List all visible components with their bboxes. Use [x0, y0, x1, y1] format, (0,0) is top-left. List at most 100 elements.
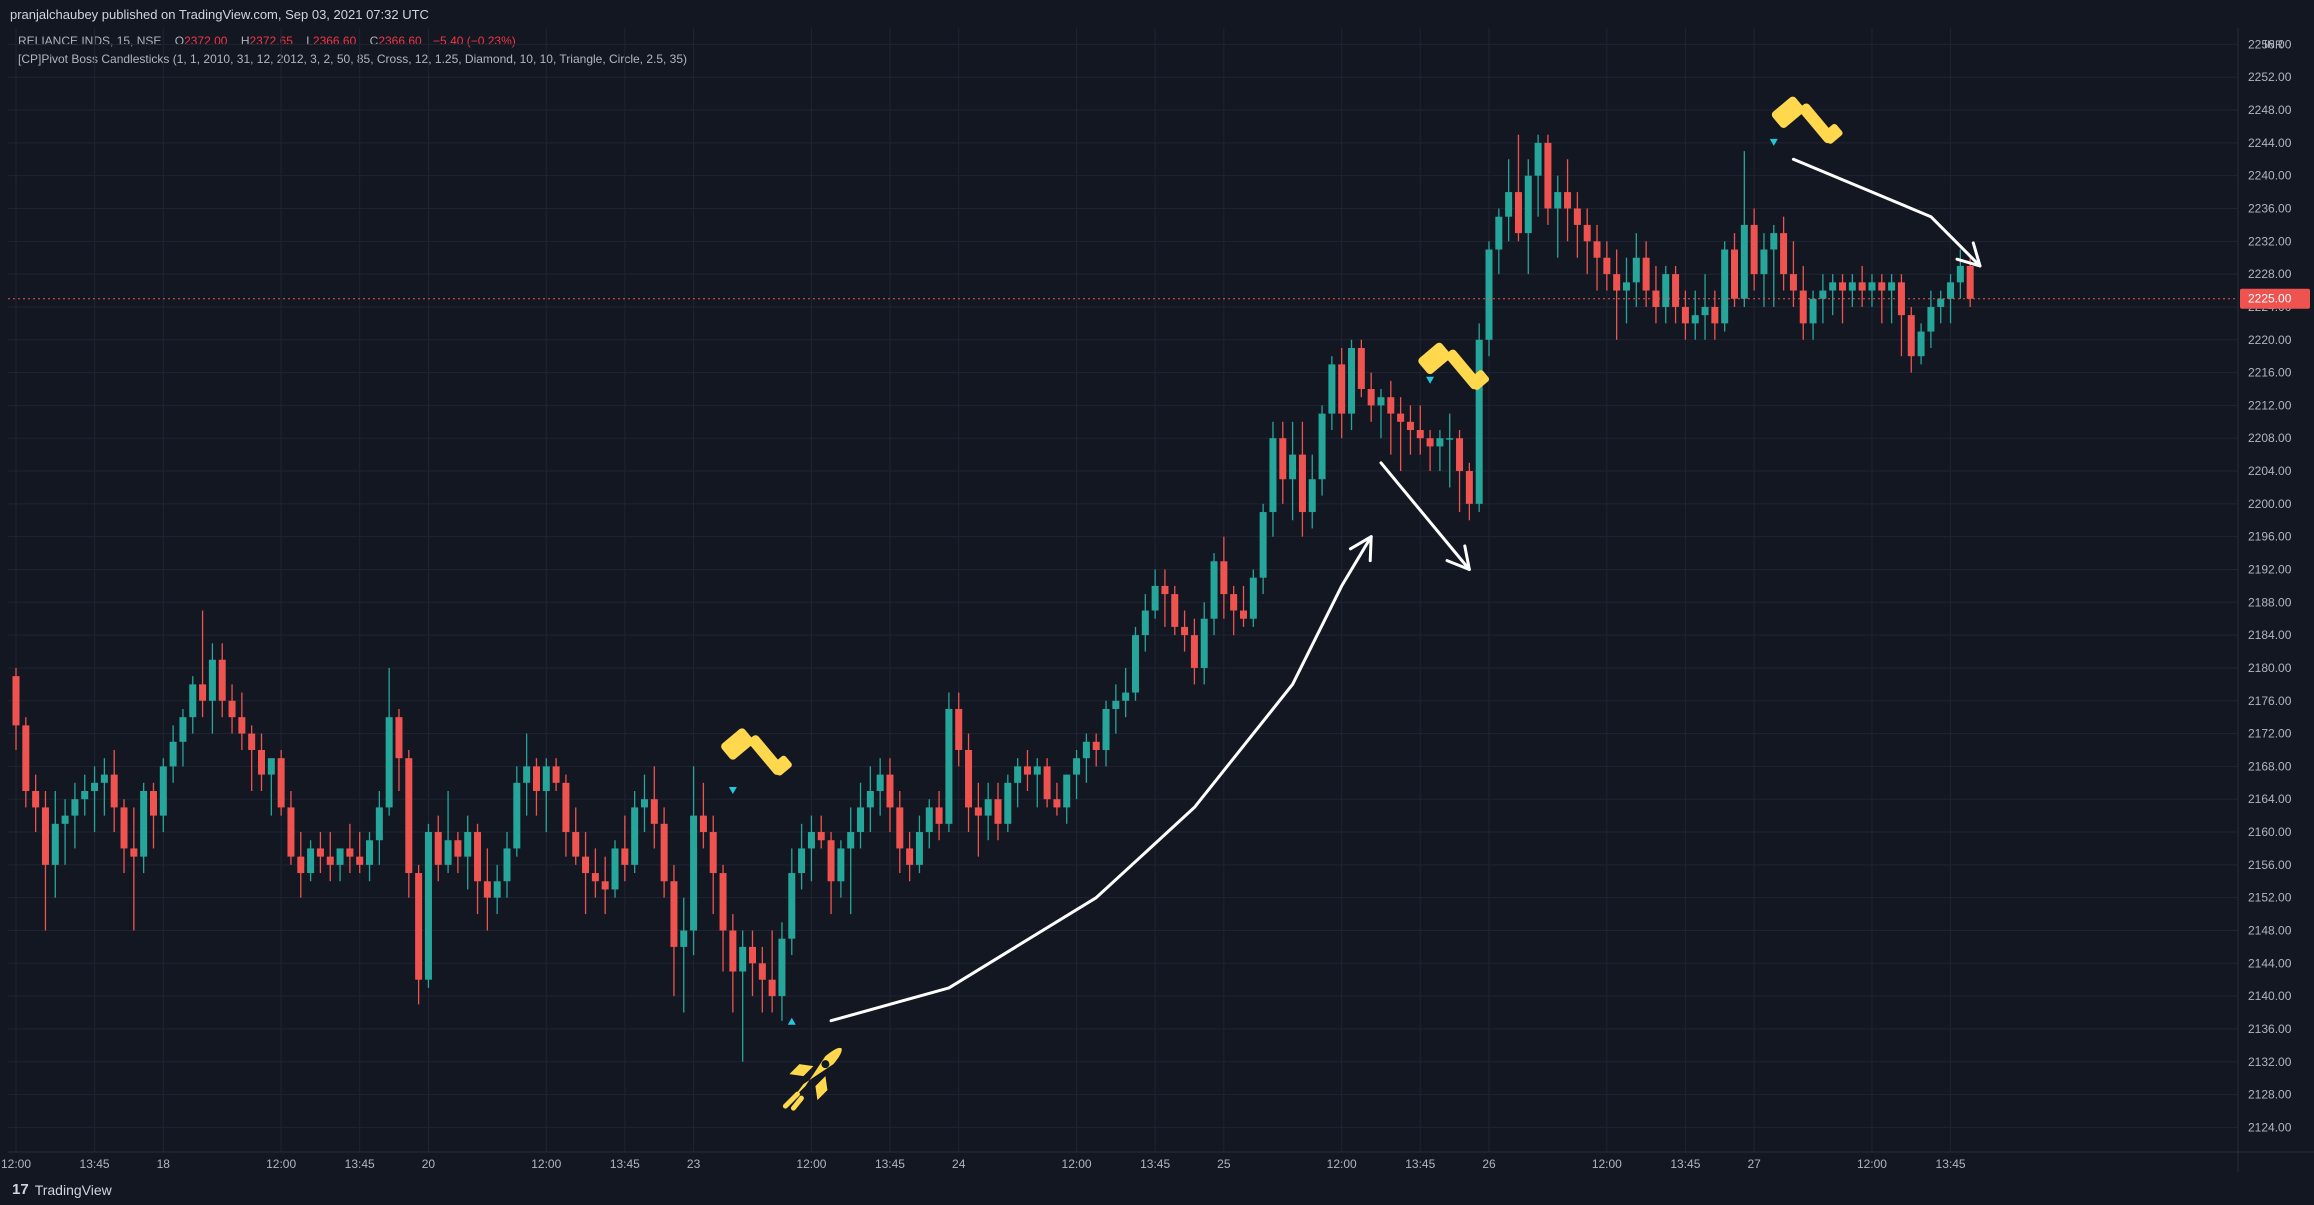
candle: [965, 733, 973, 833]
candle: [1269, 421, 1277, 537]
candle-body: [454, 840, 462, 857]
candle: [955, 692, 963, 767]
candle-body: [1190, 635, 1198, 668]
indicator-legend[interactable]: [CP]Pivot Boss Candlesticks (1, 1, 2010,…: [18, 52, 688, 66]
candle: [1564, 159, 1572, 242]
candle-body: [866, 791, 874, 808]
currency-label: INR: [2264, 39, 2283, 51]
hammer-grip: [1822, 123, 1843, 144]
candle-body: [1868, 282, 1876, 291]
candle-body: [690, 815, 698, 931]
candle-body: [1819, 290, 1827, 299]
candle-body: [1622, 282, 1630, 291]
candle-body: [238, 717, 246, 734]
candle-body: [965, 749, 973, 808]
candle: [32, 774, 40, 833]
price-tick-label: 2232.00: [2248, 234, 2292, 248]
candle-body: [1956, 265, 1964, 283]
candle-body: [915, 832, 923, 865]
candle-body: [670, 881, 678, 947]
candle: [464, 815, 472, 890]
candle-body: [1966, 265, 1974, 299]
candle: [1259, 503, 1267, 595]
arrow-down-drawing: [1379, 461, 1471, 571]
candle-body: [1740, 224, 1748, 299]
candle-body: [601, 881, 609, 890]
candle: [434, 815, 442, 882]
candle: [287, 791, 295, 865]
candle: [483, 848, 491, 931]
candle-body: [542, 766, 550, 792]
candle-body: [1564, 192, 1572, 209]
rocket-window: [821, 1060, 830, 1069]
candle: [1279, 421, 1287, 504]
candle-body: [1770, 233, 1778, 250]
candle: [915, 815, 923, 874]
candle-body: [1308, 479, 1316, 513]
candle-body: [1456, 438, 1464, 472]
candle-body: [1279, 438, 1287, 480]
candle: [316, 832, 324, 874]
candle: [650, 766, 658, 849]
candle: [896, 791, 904, 874]
candle-body: [1357, 347, 1365, 389]
candle-body: [1544, 142, 1552, 209]
candle: [1465, 462, 1473, 521]
candle-body: [140, 791, 148, 857]
candle: [110, 749, 118, 833]
top-bar: pranjalchaubey published on TradingView.…: [0, 0, 2314, 28]
candle-body: [1632, 257, 1640, 283]
candle-body: [483, 881, 491, 898]
candle: [140, 782, 148, 874]
candle-body: [1220, 561, 1228, 595]
candle-body: [1269, 438, 1277, 513]
candle-body: [159, 766, 167, 816]
candle: [12, 667, 20, 750]
candle-body: [424, 832, 432, 980]
candle-body: [1161, 585, 1169, 595]
tradingview-logo-icon: 17: [12, 1181, 29, 1198]
candle-body: [1652, 290, 1660, 307]
candle-body: [1613, 274, 1621, 291]
candle-body: [169, 741, 177, 767]
candle: [1622, 257, 1630, 324]
candle: [837, 840, 845, 898]
candle: [1780, 216, 1788, 291]
candle: [1966, 257, 1974, 307]
candle: [1613, 249, 1621, 340]
tradingview-logo[interactable]: 17 TradingView: [12, 1181, 112, 1198]
candle-body: [1092, 741, 1100, 750]
candle: [1151, 569, 1159, 619]
candle-body: [71, 799, 79, 816]
candle: [768, 930, 776, 1013]
candle-body: [1593, 241, 1601, 258]
candle: [130, 807, 138, 931]
candle: [621, 815, 629, 882]
candle-body: [768, 979, 776, 997]
candle-body: [1082, 741, 1090, 759]
candle-body: [1446, 438, 1454, 440]
candle: [798, 823, 806, 890]
candle: [22, 717, 30, 808]
price-axis: 2124.00 2128.00 2132.00 2136.00 2140.00 2144.…: [8, 28, 2314, 1172]
candle-body: [179, 717, 187, 742]
time-axis: 12:00 13:45 18 12:00 13:45 20 12:00 13:45 23 12:0…: [1, 1151, 2314, 1171]
candle: [1289, 421, 1297, 521]
candle-body: [562, 782, 570, 833]
candle-body: [955, 708, 963, 750]
time-tick-label: 12:00: [1327, 1157, 1357, 1171]
candle: [1750, 208, 1758, 291]
arrow-head-drawing: [1348, 535, 1373, 563]
candle: [532, 758, 540, 816]
price-tick-label: 2240.00: [2248, 169, 2292, 183]
candle-body: [366, 840, 374, 865]
candle-body: [1780, 233, 1788, 275]
candle-body: [1348, 347, 1356, 414]
candle-body: [1436, 438, 1444, 447]
candle-body: [149, 791, 157, 816]
candle: [680, 897, 688, 1013]
candle-body: [189, 684, 197, 718]
candle: [513, 766, 521, 857]
candle: [1799, 265, 1807, 340]
